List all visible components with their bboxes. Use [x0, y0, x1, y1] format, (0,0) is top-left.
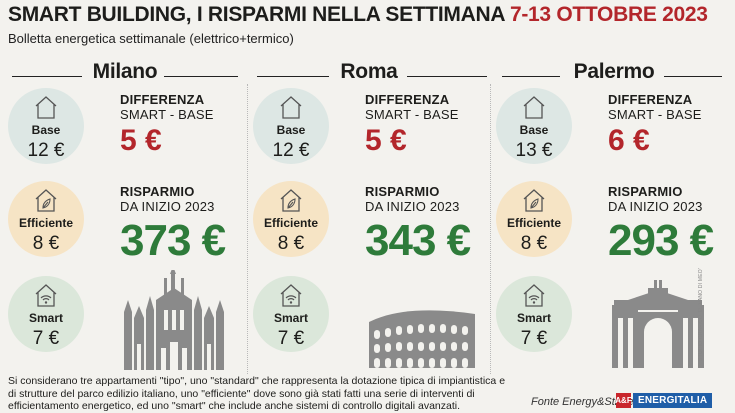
difference-block: DIFFERENZA SMART - BASE 5 € — [365, 92, 459, 156]
logo-name: ENERGITALIA — [633, 393, 713, 408]
infographic-title: SMART BUILDING, I RISPARMI NELLA SETTIMA… — [8, 3, 708, 27]
logo-mark: A&F — [615, 393, 632, 408]
savings-value: 293 € — [608, 216, 714, 265]
savings-value: 373 € — [120, 216, 226, 265]
house-icon — [523, 96, 545, 119]
efficient-label: Efficiente — [506, 216, 561, 230]
city-column-palermo: Palermo Base 13 € Efficiente 8 € Smart 7… — [494, 58, 735, 373]
city-header: Milano — [6, 58, 250, 84]
smart-label: Smart — [273, 311, 308, 325]
base-apartment-circle: Base 12 € — [253, 88, 329, 164]
difference-block: DIFFERENZA SMART - BASE 5 € — [120, 92, 214, 156]
city-column-milano: Milano Base 12 € Efficiente 8 € Smart 7 … — [6, 58, 250, 373]
politeama-theatre-illustration — [612, 280, 704, 368]
smart-cost: 7 € — [32, 328, 60, 349]
graphic-credit: STUDIO GRAFICO 'EL VANO DI MEO' — [698, 268, 704, 361]
house-icon — [280, 96, 302, 119]
savings-heading: RISPARMIO — [608, 184, 683, 199]
efficient-label: Efficiente — [263, 216, 318, 230]
difference-subheading: SMART - BASE — [608, 107, 702, 122]
city-name: Roma — [340, 60, 398, 83]
base-label: Base — [31, 123, 61, 137]
energitalia-logo: A&F ENERGITALIA — [615, 392, 713, 409]
column-divider — [490, 84, 491, 374]
base-apartment-circle: Base 13 € — [496, 88, 572, 164]
difference-value: 5 € — [120, 124, 162, 157]
efficient-cost: 8 € — [32, 233, 60, 254]
colosseum-illustration — [369, 310, 475, 368]
difference-subheading: SMART - BASE — [120, 107, 214, 122]
house-icon — [35, 96, 57, 119]
smart-label: Smart — [516, 311, 551, 325]
base-cost: 13 € — [515, 140, 553, 161]
efficient-label: Efficiente — [18, 216, 73, 230]
savings-block: RISPARMIO DA INIZIO 2023 293 € — [608, 184, 714, 265]
smart-cost: 7 € — [520, 328, 548, 349]
base-cost: 12 € — [272, 140, 310, 161]
savings-subheading: DA INIZIO 2023 — [608, 199, 703, 214]
base-label: Base — [519, 123, 549, 137]
city-header: Palermo — [494, 58, 735, 84]
base-apartment-circle: Base 12 € — [8, 88, 84, 164]
methodology-footnote: Si considerano tre appartamenti "tipo", … — [8, 375, 506, 412]
title-dates: 7-13 OTTOBRE 2023 — [509, 3, 708, 26]
smart-apartment-circle: Smart 7 € — [253, 276, 329, 352]
base-label: Base — [276, 123, 306, 137]
difference-heading: DIFFERENZA — [608, 92, 693, 107]
efficient-apartment-circle: Efficiente 8 € — [253, 181, 329, 257]
efficient-apartment-circle: Efficiente 8 € — [496, 181, 572, 257]
city-header: Roma — [251, 58, 495, 84]
savings-heading: RISPARMIO — [120, 184, 195, 199]
column-divider — [247, 84, 248, 374]
city-column-roma: Roma Base 12 € Efficiente 8 € Smart 7 € … — [251, 58, 495, 373]
base-cost: 12 € — [27, 140, 65, 161]
milan-cathedral-illustration — [124, 270, 224, 370]
house-wifi-icon — [35, 284, 57, 307]
savings-block: RISPARMIO DA INIZIO 2023 343 € — [365, 184, 471, 265]
difference-value: 5 € — [365, 124, 407, 157]
smart-apartment-circle: Smart 7 € — [496, 276, 572, 352]
savings-block: RISPARMIO DA INIZIO 2023 373 € — [120, 184, 226, 265]
smart-cost: 7 € — [277, 328, 305, 349]
house-wifi-icon — [280, 284, 302, 307]
infographic-subtitle: Bolletta energetica settimanale (elettri… — [8, 31, 294, 46]
smart-apartment-circle: Smart 7 € — [8, 276, 84, 352]
city-name: Palermo — [573, 60, 655, 83]
smart-label: Smart — [28, 311, 63, 325]
house-wifi-icon — [523, 284, 545, 307]
difference-subheading: SMART - BASE — [365, 107, 459, 122]
title-main: SMART BUILDING, I RISPARMI NELLA SETTIMA… — [8, 3, 505, 26]
difference-heading: DIFFERENZA — [120, 92, 205, 107]
house-leaf-icon — [280, 189, 302, 212]
difference-heading: DIFFERENZA — [365, 92, 450, 107]
savings-subheading: DA INIZIO 2023 — [365, 199, 460, 214]
difference-block: DIFFERENZA SMART - BASE 6 € — [608, 92, 702, 156]
efficient-apartment-circle: Efficiente 8 € — [8, 181, 84, 257]
efficient-cost: 8 € — [520, 233, 548, 254]
difference-value: 6 € — [608, 124, 650, 157]
savings-value: 343 € — [365, 216, 471, 265]
savings-subheading: DA INIZIO 2023 — [120, 199, 215, 214]
savings-heading: RISPARMIO — [365, 184, 440, 199]
house-leaf-icon — [523, 189, 545, 212]
house-leaf-icon — [35, 189, 57, 212]
efficient-cost: 8 € — [277, 233, 305, 254]
city-name: Milano — [92, 60, 158, 83]
